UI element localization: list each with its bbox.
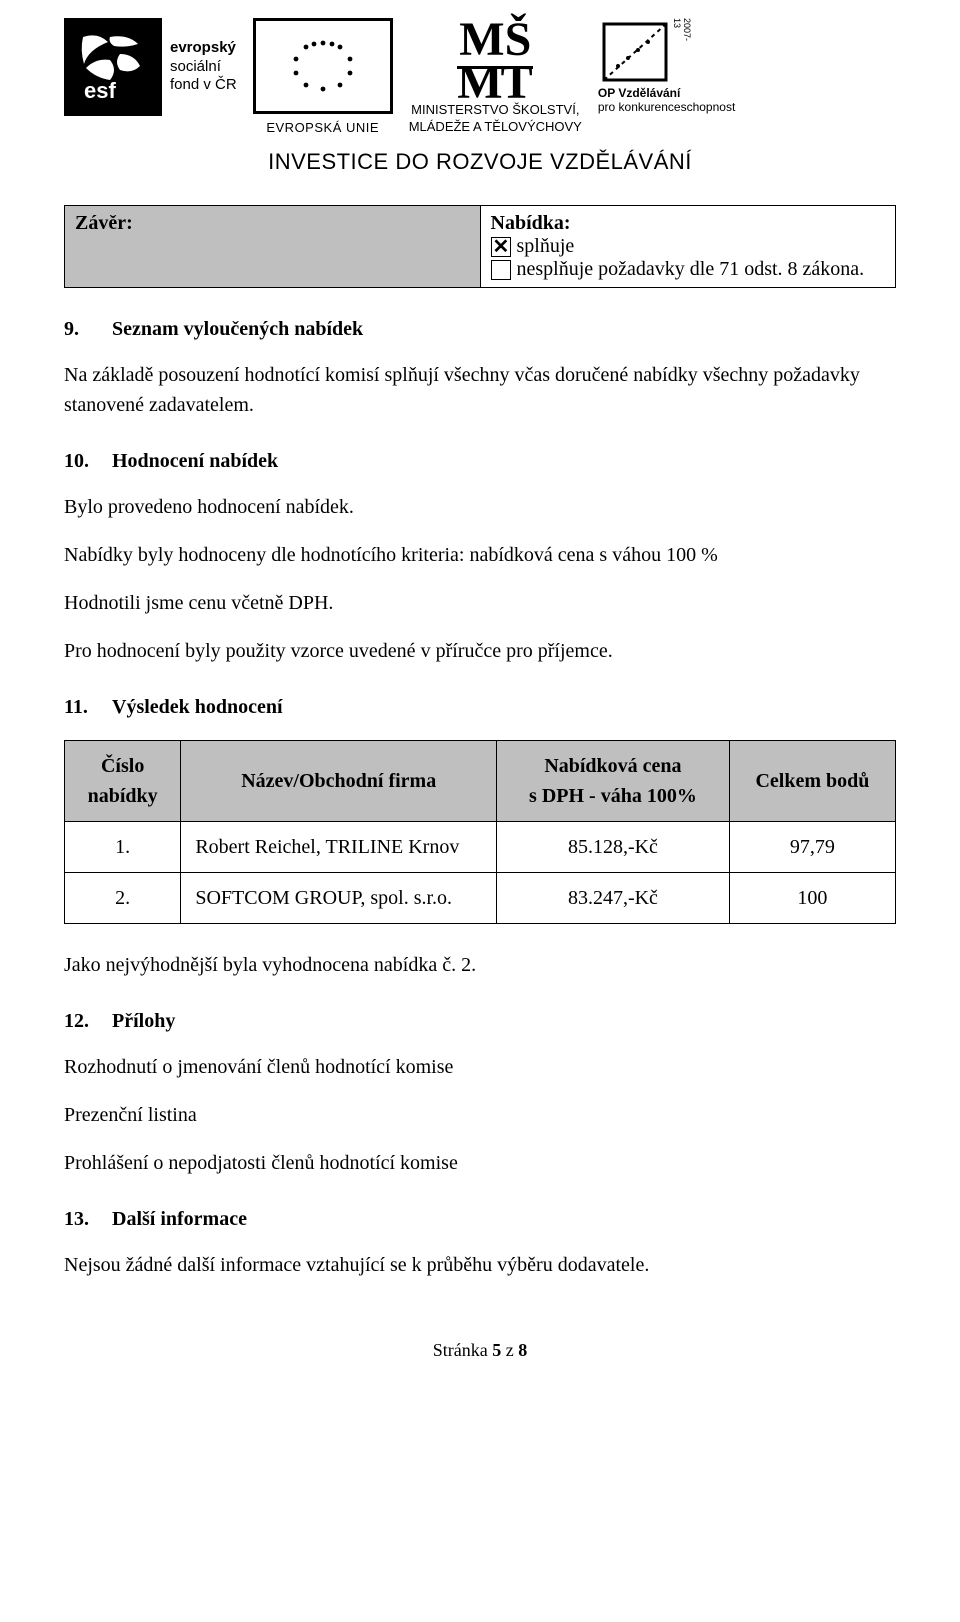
logo-eu: EVROPSKÁ UNIE — [253, 18, 393, 135]
banner: INVESTICE DO ROZVOJE VZDĚLÁVÁNÍ — [64, 149, 896, 175]
table-header-row: Číslo nabídky Název/Obchodní firma Nabíd… — [65, 741, 896, 822]
zaver-label: Závěr: — [65, 206, 481, 288]
s12-title: Přílohy — [112, 1010, 175, 1032]
cell-price: 83.247,-Kč — [497, 873, 730, 924]
eu-flag-icon — [253, 18, 393, 114]
esf-icon: esf — [64, 18, 162, 116]
page-footer: Stránka 5 z 8 — [64, 1340, 896, 1361]
esf-line2: sociální — [170, 58, 237, 77]
msmt-icon: MŠ MT — [457, 18, 533, 104]
cell-score: 97,79 — [729, 822, 895, 873]
th-cena-l1: Nabídková cena — [511, 751, 715, 781]
logo-strip: esf evropský sociální fond v ČR — [64, 18, 896, 135]
s13-num: 13. — [64, 1204, 112, 1234]
s10-p2: Nabídky byly hodnoceny dle hodnotícího k… — [64, 540, 896, 570]
page: esf evropský sociální fond v ČR — [0, 0, 960, 1401]
s10-num: 10. — [64, 446, 112, 476]
s13-p1: Nejsou žádné další informace vztahující … — [64, 1250, 896, 1280]
s13-title: Další informace — [112, 1208, 247, 1230]
s10-p4: Pro hodnocení byly použity vzorce uveden… — [64, 636, 896, 666]
zaver-value: Nabídka: splňuje nesplňuje požadavky dle… — [480, 206, 896, 288]
s9-p1: Na základě posouzení hodnotící komisí sp… — [64, 360, 896, 420]
s9-num: 9. — [64, 314, 112, 344]
s10-p3: Hodnotili jsme cenu včetně DPH. — [64, 588, 896, 618]
s12-p1: Rozhodnutí o jmenování členů hodnotící k… — [64, 1052, 896, 1082]
th-cena: Nabídková cena s DPH - váha 100% — [497, 741, 730, 822]
op-title: OP Vzdělávání — [598, 86, 735, 100]
conclusion-table: Závěr: Nabídka: splňuje nesplňuje požada… — [64, 205, 896, 288]
logo-esf: esf evropský sociální fond v ČR — [64, 18, 237, 116]
eu-caption: EVROPSKÁ UNIE — [266, 120, 379, 135]
section-11-heading: 11.Výsledek hodnocení — [64, 692, 896, 722]
logo-op: 2007-13 OP Vzdělávání pro konkurencescho… — [598, 18, 735, 115]
op-year: 2007-13 — [672, 18, 692, 41]
th-nazev: Název/Obchodní firma — [181, 741, 497, 822]
nesplnuje-label: nesplňuje požadavky dle 71 odst. 8 zákon… — [517, 258, 865, 280]
footer-of: z — [501, 1340, 518, 1360]
th-cena-l2: s DPH - váha 100% — [511, 781, 715, 811]
s11-title: Výsledek hodnocení — [112, 696, 283, 718]
msmt-caption: MINISTERSTVO ŠKOLSTVÍ, MLÁDEŽE A TĚLOVÝC… — [409, 102, 582, 135]
section-9-heading: 9.Seznam vyloučených nabídek — [64, 314, 896, 344]
op-sub: pro konkurenceschopnost — [598, 100, 735, 114]
post-table-note: Jako nejvýhodnější byla vyhodnocena nabí… — [64, 950, 896, 980]
s9-title: Seznam vyloučených nabídek — [112, 318, 363, 340]
footer-total: 8 — [518, 1340, 527, 1360]
table-row: 1. Robert Reichel, TRILINE Krnov 85.128,… — [65, 822, 896, 873]
esf-text: evropský sociální fond v ČR — [170, 39, 237, 95]
s10-p1: Bylo provedeno hodnocení nabídek. — [64, 492, 896, 522]
svg-text:esf: esf — [84, 78, 116, 102]
logo-msmt: MŠ MT MINISTERSTVO ŠKOLSTVÍ, MLÁDEŽE A T… — [409, 18, 582, 135]
th-body: Celkem bodů — [729, 741, 895, 822]
section-13-heading: 13.Další informace — [64, 1204, 896, 1234]
nabidka-word: Nabídka: — [491, 212, 886, 235]
cell-price: 85.128,-Kč — [497, 822, 730, 873]
evaluation-table: Číslo nabídky Název/Obchodní firma Nabíd… — [64, 740, 896, 924]
splnuje-label: splňuje — [517, 235, 575, 257]
msmt-line1: MINISTERSTVO ŠKOLSTVÍ, — [409, 102, 582, 118]
esf-line3: fond v ČR — [170, 76, 237, 95]
s12-num: 12. — [64, 1006, 112, 1036]
s12-p3: Prohlášení o nepodjatosti členů hodnotíc… — [64, 1148, 896, 1178]
cell-num: 1. — [65, 822, 181, 873]
section-10-heading: 10.Hodnocení nabídek — [64, 446, 896, 476]
cell-score: 100 — [729, 873, 895, 924]
cell-num: 2. — [65, 873, 181, 924]
op-caption: OP Vzdělávání pro konkurenceschopnost — [598, 86, 735, 115]
s10-title: Hodnocení nabídek — [112, 450, 278, 472]
checkbox-nesplnuje-icon — [491, 260, 511, 280]
section-12-heading: 12.Přílohy — [64, 1006, 896, 1036]
table-row: 2. SOFTCOM GROUP, spol. s.r.o. 83.247,-K… — [65, 873, 896, 924]
msmt-line2: MLÁDEŽE A TĚLOVÝCHOVY — [409, 119, 582, 135]
footer-prefix: Stránka — [433, 1340, 492, 1360]
body: 9.Seznam vyloučených nabídek Na základě … — [64, 314, 896, 1280]
s12-p2: Prezenční listina — [64, 1100, 896, 1130]
th-cislo: Číslo nabídky — [65, 741, 181, 822]
footer-page: 5 — [492, 1340, 501, 1360]
s11-num: 11. — [64, 692, 112, 722]
esf-line1: evropský — [170, 39, 237, 58]
cell-name: Robert Reichel, TRILINE Krnov — [181, 822, 497, 873]
cell-name: SOFTCOM GROUP, spol. s.r.o. — [181, 873, 497, 924]
checkbox-splnuje-icon — [491, 237, 511, 257]
